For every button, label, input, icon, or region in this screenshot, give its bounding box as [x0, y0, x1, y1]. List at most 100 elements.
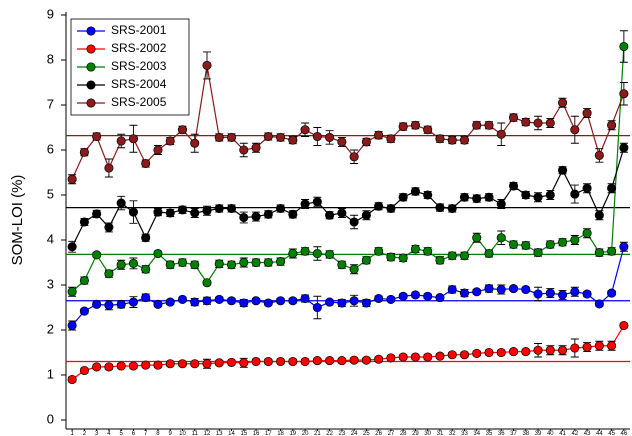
marker	[607, 341, 617, 351]
marker	[423, 291, 433, 301]
x-tick-label: 8	[156, 431, 160, 436]
marker	[128, 297, 138, 307]
x-tick-label: 10	[179, 431, 186, 436]
marker	[92, 209, 102, 219]
x-tick-label: 1	[70, 431, 74, 436]
marker	[165, 260, 175, 270]
marker	[79, 217, 89, 227]
marker	[312, 197, 322, 207]
marker	[300, 356, 310, 367]
marker	[177, 257, 188, 268]
marker	[398, 122, 408, 132]
marker	[263, 257, 273, 268]
marker	[214, 259, 224, 269]
marker	[582, 108, 592, 118]
marker	[325, 132, 335, 142]
y-tick-label: 4	[47, 231, 54, 246]
marker	[165, 208, 175, 218]
marker	[619, 89, 629, 99]
x-tick-label: 20	[302, 431, 309, 436]
marker	[153, 145, 163, 155]
marker	[116, 299, 126, 309]
x-tick-label: 41	[559, 431, 566, 436]
marker	[300, 246, 310, 256]
marker	[141, 264, 151, 274]
marker	[104, 269, 114, 279]
marker	[472, 233, 482, 243]
marker	[349, 355, 359, 365]
marker	[558, 237, 568, 247]
x-tick-label: 29	[412, 431, 419, 436]
marker	[472, 348, 482, 358]
marker	[116, 198, 126, 208]
marker	[325, 297, 335, 307]
marker	[325, 356, 335, 366]
marker	[398, 352, 408, 362]
marker	[67, 287, 77, 297]
marker	[349, 217, 359, 227]
marker	[435, 255, 445, 265]
marker	[545, 239, 555, 250]
marker	[521, 240, 531, 250]
y-axis-label: SOM-LOI (%)	[9, 175, 26, 266]
marker	[594, 210, 604, 220]
series-line	[71, 46, 625, 293]
marker	[128, 258, 138, 268]
marker	[447, 284, 457, 295]
x-tick-label: 11	[192, 431, 199, 436]
marker	[239, 257, 249, 268]
x-tick-label: 37	[510, 431, 517, 436]
marker	[153, 360, 163, 370]
y-tick-label: 8	[47, 51, 54, 66]
marker	[288, 248, 298, 259]
marker	[570, 235, 580, 245]
marker	[484, 192, 494, 202]
marker	[435, 203, 445, 213]
marker	[361, 255, 371, 265]
marker	[459, 350, 470, 360]
marker	[276, 296, 286, 306]
marker	[263, 209, 273, 219]
x-tick-label: 7	[144, 431, 148, 436]
legend-label: SRS-2003	[111, 59, 167, 73]
legend-marker	[86, 62, 96, 72]
x-tick-label: 22	[326, 431, 333, 436]
marker	[459, 192, 470, 202]
series-line	[71, 325, 625, 380]
marker	[361, 298, 371, 308]
marker	[288, 356, 298, 367]
marker	[533, 118, 543, 128]
marker	[165, 136, 175, 146]
legend-label: SRS-2002	[111, 41, 167, 55]
x-tick-label: 13	[216, 431, 223, 436]
marker	[570, 125, 580, 135]
marker	[141, 158, 151, 169]
marker	[459, 288, 470, 298]
marker	[67, 374, 77, 385]
marker	[558, 165, 568, 175]
marker	[312, 302, 322, 313]
marker	[508, 113, 519, 123]
marker	[190, 359, 200, 369]
marker	[141, 293, 151, 303]
y-tick-label: 7	[47, 96, 54, 111]
marker	[67, 320, 77, 331]
marker	[349, 152, 359, 162]
marker	[484, 347, 494, 358]
marker	[496, 199, 506, 209]
marker	[325, 210, 335, 220]
marker	[374, 293, 384, 304]
x-tick-label: 40	[547, 431, 554, 436]
marker	[104, 362, 114, 372]
legend-marker	[86, 80, 96, 90]
x-tick-label: 28	[400, 431, 407, 436]
series-line	[71, 65, 625, 180]
x-tick-label: 26	[375, 431, 382, 436]
x-tick-label: 44	[596, 431, 603, 436]
marker	[607, 246, 617, 256]
marker	[104, 163, 114, 173]
marker	[459, 135, 470, 145]
marker	[508, 239, 519, 250]
marker	[104, 222, 114, 232]
